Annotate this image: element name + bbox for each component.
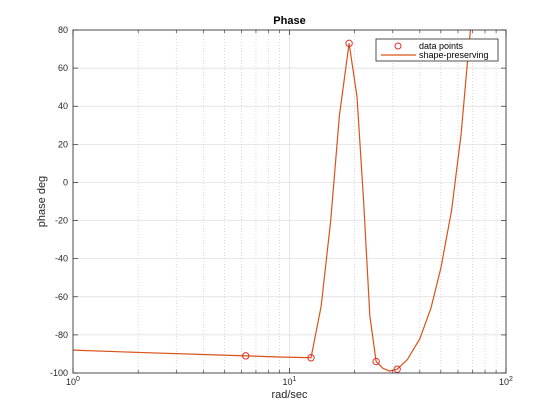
data-point-marker — [242, 352, 250, 360]
axis-ticks: 100 101 102 -100 -80 -60 -40 -20 0 20 40 60 80 — [50, 25, 513, 387]
y-tick-label: 80 — [58, 25, 68, 35]
y-tick-label: -60 — [55, 292, 68, 302]
chart-title: Phase — [273, 15, 305, 27]
y-axis-label: phase deg — [36, 176, 48, 227]
data-point-marker — [372, 357, 380, 366]
legend-label-data-points: data points — [419, 41, 464, 51]
legend-label-shape-preserving: shape-preserving — [419, 50, 489, 60]
x-tick-label: 100 — [66, 376, 80, 387]
shape-preserving-line — [73, 30, 472, 372]
x-tick-label: 101 — [283, 376, 297, 387]
grid-lines — [72, 29, 507, 374]
y-tick-label: 60 — [58, 63, 68, 73]
x-axis-label: rad/sec — [271, 389, 308, 401]
x-tick-label: 102 — [499, 376, 513, 387]
y-tick-label: 20 — [58, 139, 68, 149]
plot-area — [73, 30, 472, 373]
y-tick-label: -100 — [50, 368, 68, 378]
data-point-marker — [393, 365, 401, 373]
data-point-marker — [307, 354, 315, 362]
y-tick-label: -80 — [55, 330, 68, 340]
legend: data points shape-preserving — [375, 38, 499, 62]
y-tick-label: 40 — [58, 101, 68, 111]
legend-marker-icon — [394, 42, 402, 50]
data-point-marker — [345, 39, 353, 48]
y-tick-label: -20 — [55, 216, 68, 226]
y-tick-label: 0 — [63, 177, 68, 187]
y-tick-label: -40 — [55, 254, 68, 264]
